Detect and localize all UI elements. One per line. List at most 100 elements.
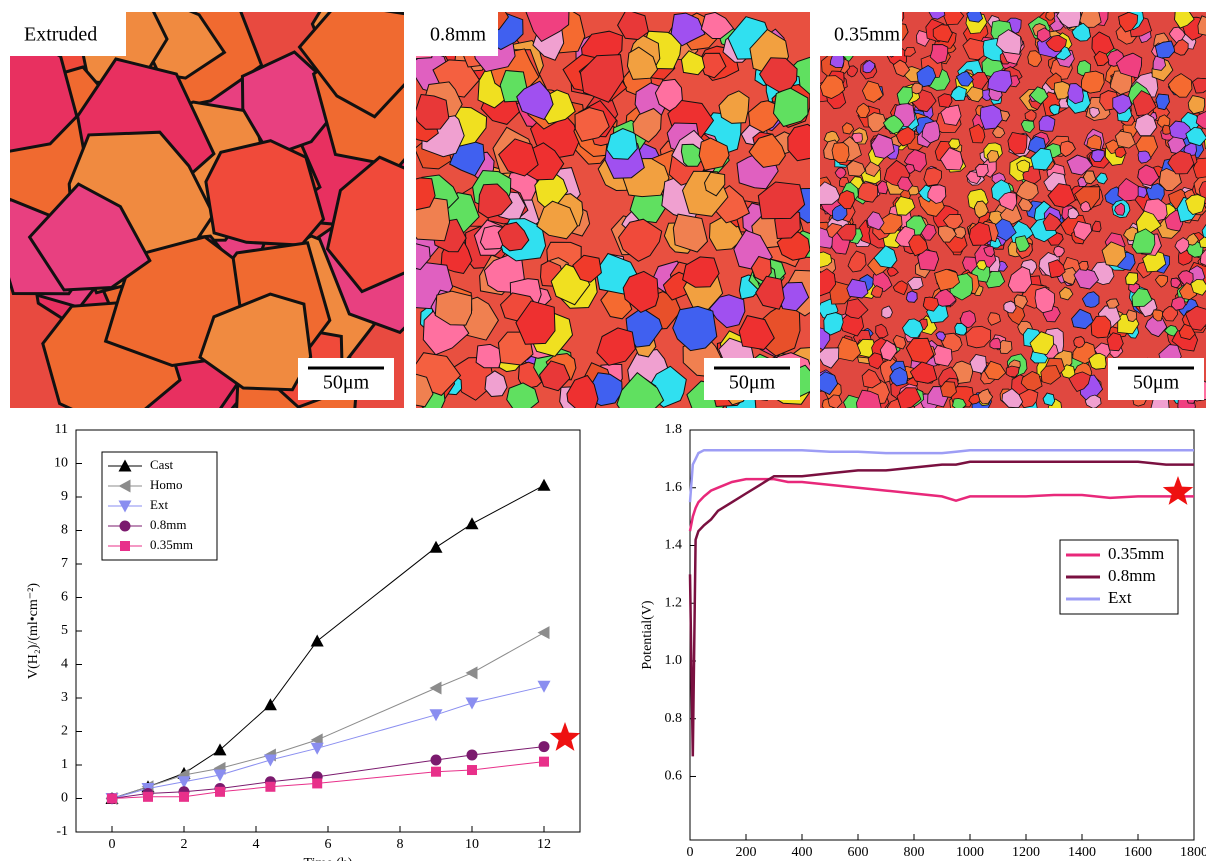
grain [916, 65, 937, 88]
x-tick-label: 200 [736, 845, 757, 860]
grain [1114, 146, 1127, 159]
grain [566, 374, 599, 408]
grain [325, 155, 404, 294]
x-axis-label: Time (h) [304, 856, 353, 861]
grain [416, 243, 431, 271]
grain [416, 177, 436, 211]
marker [537, 626, 550, 640]
panel-label: 0.8mm [430, 24, 487, 46]
marker [177, 776, 191, 789]
x-tick-label: 0 [109, 837, 116, 852]
grain [616, 372, 665, 408]
grain [897, 176, 913, 192]
micrograph: Extruded 50μm [10, 12, 404, 408]
marker [429, 540, 443, 553]
marker [310, 634, 324, 647]
grain [831, 142, 850, 164]
grain [1074, 186, 1101, 211]
legend-label: Homo [150, 477, 183, 492]
grain [1154, 274, 1169, 288]
grain [1015, 178, 1039, 201]
grain [1131, 228, 1156, 254]
grain [1038, 115, 1056, 132]
grain [1047, 183, 1076, 208]
micrograph: 0.35mm 50μm [820, 12, 1206, 408]
grain [574, 106, 610, 142]
legend-label: 0.35mm [1108, 544, 1164, 563]
grain [1131, 288, 1153, 307]
grain [1082, 170, 1097, 185]
grain [1018, 197, 1034, 212]
grain [855, 389, 882, 408]
plot-frame [689, 429, 1195, 841]
grain [1192, 157, 1206, 182]
grain [757, 181, 806, 220]
grain [1173, 39, 1189, 56]
grain [1056, 12, 1082, 29]
y-tick-label: 5 [61, 623, 68, 638]
grain [672, 305, 718, 352]
x-tick-label: 1000 [956, 845, 984, 860]
x-tick-label: 6 [325, 837, 332, 852]
legend-label: Ext [150, 497, 168, 512]
grain [844, 298, 869, 319]
grain [1073, 220, 1093, 241]
grain [738, 315, 775, 351]
grain [1201, 223, 1206, 241]
grain [917, 249, 940, 271]
grain [895, 126, 916, 147]
grain [1020, 119, 1035, 134]
y-tick-label: 6 [61, 590, 68, 605]
grain [1078, 260, 1089, 271]
grain [820, 268, 837, 297]
y-tick-label: 1 [61, 757, 68, 772]
grain [1126, 309, 1138, 323]
marker [431, 766, 441, 777]
grain [1091, 149, 1105, 162]
grain [998, 191, 1018, 212]
grain [1045, 12, 1056, 21]
grain [525, 12, 570, 43]
grain [867, 112, 888, 132]
marker [119, 520, 131, 532]
grain [538, 360, 571, 392]
series-line [688, 448, 1194, 503]
grain [879, 339, 898, 362]
grain [820, 181, 841, 205]
scale-box [704, 358, 800, 400]
grain [1048, 259, 1066, 279]
marker [537, 478, 551, 491]
grain [1190, 278, 1206, 296]
grain [857, 182, 878, 203]
grain [932, 24, 953, 43]
panel-label: 0.35mm [834, 24, 901, 46]
grain [1093, 50, 1110, 67]
series-line [111, 632, 545, 799]
grain [1084, 394, 1102, 408]
grain [932, 344, 953, 367]
grain [1014, 235, 1030, 253]
grain [1117, 177, 1139, 202]
grain [837, 190, 856, 210]
grain [823, 312, 844, 336]
grain [1170, 277, 1182, 288]
y-tick-label: 1.0 [665, 653, 683, 668]
grain [979, 104, 1003, 130]
y-tick-label: 0.8 [665, 711, 683, 726]
y-tick-label: 4 [61, 657, 68, 672]
grain [1114, 202, 1126, 216]
grain [867, 352, 884, 370]
grain [1049, 104, 1061, 116]
x-tick-label: 1200 [1012, 845, 1040, 860]
grain [986, 149, 1000, 163]
grain [748, 133, 786, 168]
x-tick-label: 0 [687, 845, 694, 860]
grain [497, 221, 530, 252]
grain [896, 86, 913, 105]
x-tick-label: 1600 [1124, 845, 1152, 860]
grain [892, 334, 907, 350]
grain [670, 12, 706, 47]
grain [820, 251, 833, 268]
grain [1101, 241, 1127, 267]
y-tick-label: 1.4 [665, 538, 683, 553]
